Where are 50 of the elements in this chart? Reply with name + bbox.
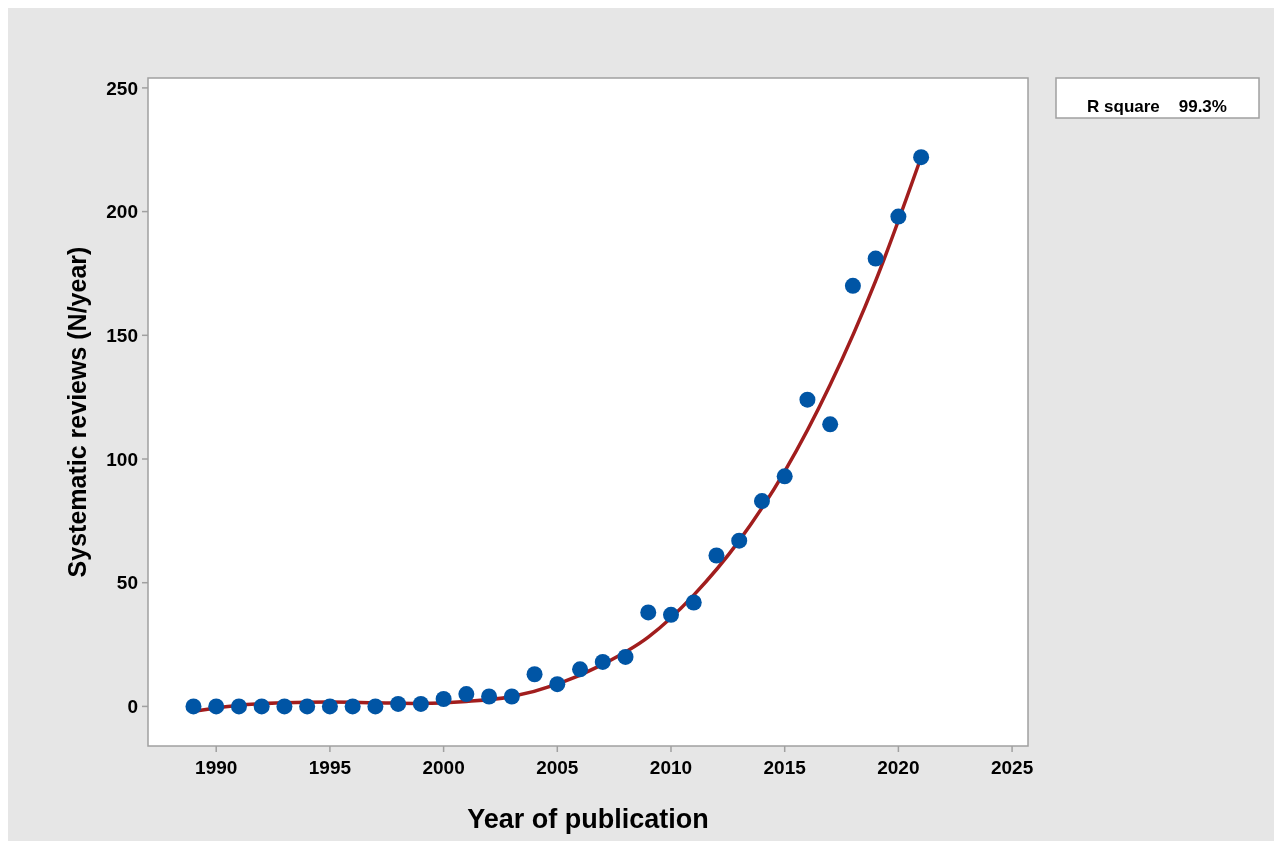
y-tick-label: 250	[106, 77, 138, 99]
y-axis-title: Systematic reviews (N/year)	[63, 246, 91, 578]
y-tick-label: 200	[106, 201, 138, 223]
x-tick-label: 2000	[422, 757, 465, 778]
x-tick-label: 1990	[195, 757, 238, 778]
point	[890, 208, 907, 225]
point	[685, 594, 702, 611]
point	[822, 416, 839, 433]
point	[594, 653, 611, 670]
y-tick-label: 150	[106, 324, 138, 346]
point	[844, 277, 861, 294]
point	[208, 698, 225, 715]
point	[435, 690, 452, 707]
point	[731, 532, 748, 549]
point	[640, 604, 657, 621]
point	[185, 698, 202, 715]
y-tick-label: 100	[106, 448, 138, 470]
point	[549, 676, 566, 693]
point	[867, 250, 884, 267]
point	[253, 698, 270, 715]
point	[299, 698, 316, 715]
x-axis-title: Year of publication	[467, 804, 709, 834]
point	[412, 695, 429, 712]
x-tick-label: 2020	[877, 757, 920, 778]
point	[276, 698, 293, 715]
x-tick-label: 2005	[536, 757, 579, 778]
point	[230, 698, 247, 715]
point	[481, 688, 498, 705]
text: R square 99.3%	[1087, 97, 1227, 116]
point	[913, 149, 930, 166]
point	[663, 606, 679, 623]
x-tick-label: 2010	[649, 757, 693, 778]
point	[799, 391, 816, 408]
x-tick-label: 1995	[308, 757, 352, 778]
point	[458, 686, 475, 703]
point	[572, 661, 589, 678]
point	[321, 698, 338, 715]
point	[617, 648, 634, 665]
point	[708, 547, 725, 564]
point	[503, 688, 520, 705]
point	[344, 698, 361, 715]
y-tick-label: 0	[127, 696, 138, 718]
point	[753, 493, 770, 510]
point	[367, 698, 384, 715]
point	[776, 468, 793, 485]
x-tick-label: 2015	[763, 757, 807, 778]
point	[526, 666, 543, 683]
y-tick-label: 50	[116, 572, 138, 594]
point	[390, 695, 407, 712]
x-tick-label: 2025	[990, 757, 1034, 778]
